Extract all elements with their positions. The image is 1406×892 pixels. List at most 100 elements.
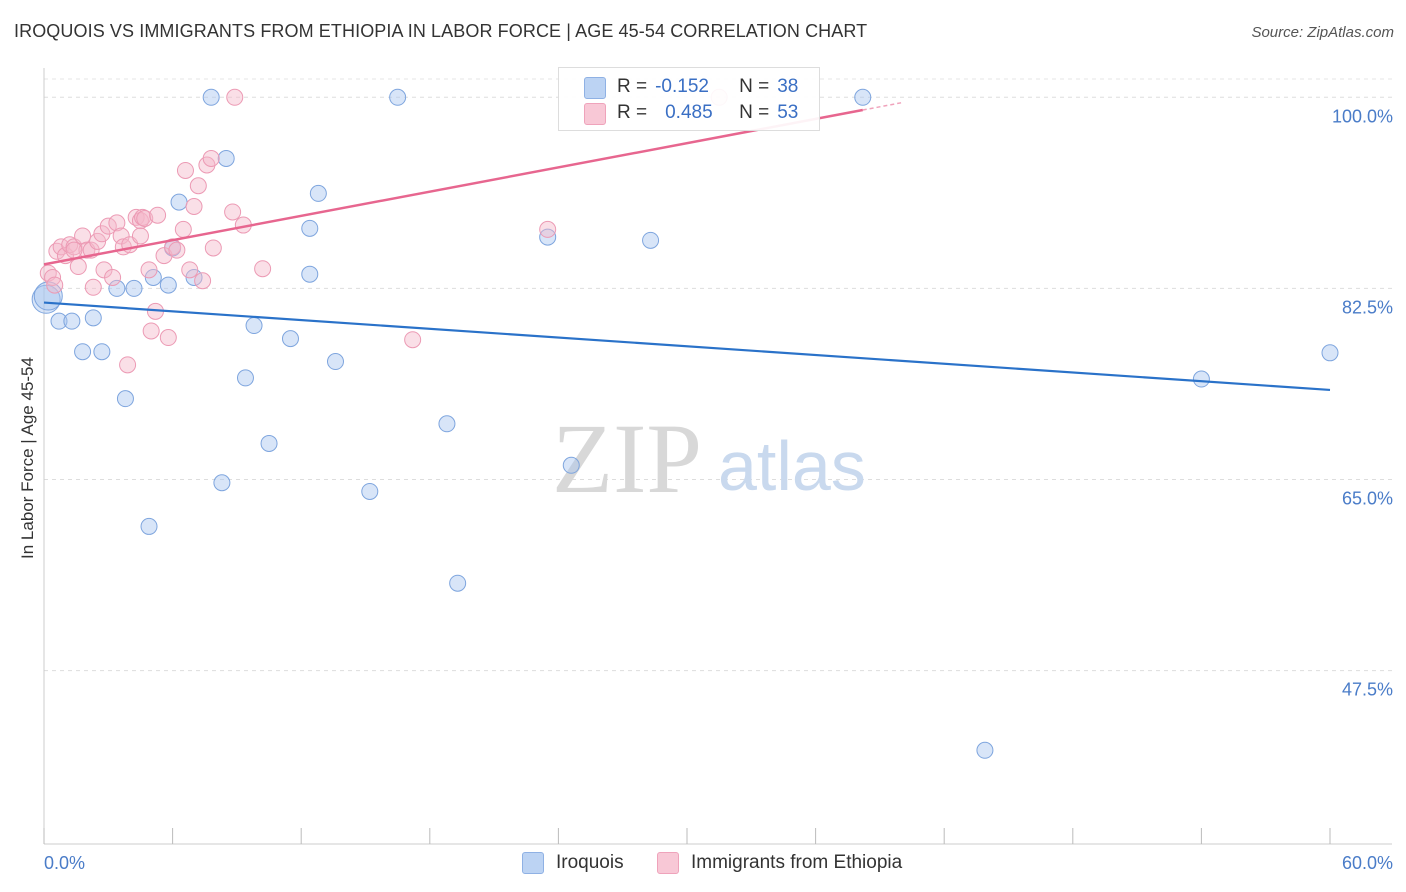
iroquois-point <box>309 184 327 202</box>
iroquois-point <box>562 456 580 474</box>
trend-lines <box>43 102 1331 392</box>
iroquois-point <box>449 574 467 592</box>
ethiopia-point <box>189 177 207 195</box>
ethiopia-point <box>226 88 244 106</box>
iroquois-point <box>361 482 379 500</box>
ethiopia-point <box>84 278 102 296</box>
iroquois-trend-line <box>43 301 1331 392</box>
iroquois-point <box>213 474 231 492</box>
ethiopia-point <box>185 197 203 215</box>
ethiopia-point <box>224 203 242 221</box>
legend-n-label: N = <box>739 102 770 123</box>
y-tick-label: 82.5% <box>1342 297 1393 317</box>
ethiopia-point <box>181 261 199 279</box>
legend-row-iroquois: R = -0.152 N = 38 <box>584 74 799 100</box>
ethiopia-point <box>202 149 220 167</box>
iroquois-point <box>854 88 872 106</box>
watermark-zip: ZIP <box>552 403 702 514</box>
iroquois-point <box>1192 370 1210 388</box>
iroquois-point <box>245 317 263 335</box>
iroquois-point <box>108 279 126 297</box>
ethiopia-point <box>204 239 222 257</box>
iroquois-point <box>260 434 278 452</box>
data-points <box>31 88 1339 759</box>
y-tick-label: 47.5% <box>1342 680 1393 700</box>
ethiopia-point <box>140 261 158 279</box>
ethiopia-trend-extension <box>862 102 902 111</box>
watermark-atlas: atlas <box>718 427 866 505</box>
ethiopia-point <box>159 329 177 347</box>
ethiopia-point <box>99 217 117 235</box>
stats-legend: R = -0.152 N = 38 R = 0.485 N = 53 <box>558 67 820 131</box>
iroquois-point <box>976 741 994 759</box>
ethiopia-point <box>108 214 126 232</box>
y-tick-label: 65.0% <box>1342 488 1393 508</box>
iroquois-point <box>84 309 102 327</box>
ethiopia-point <box>142 322 160 340</box>
x-tick-label: 60.0% <box>1342 853 1393 873</box>
iroquois-point <box>202 88 220 106</box>
ethiopia-point <box>149 206 167 224</box>
iroquois-point <box>140 517 158 535</box>
iroquois-point <box>301 265 319 283</box>
iroquois-point <box>170 193 188 211</box>
legend-r-value: 0.485 <box>665 102 713 123</box>
iroquois-point <box>125 279 143 297</box>
iroquois-point <box>159 276 177 294</box>
iroquois-point <box>236 369 254 387</box>
ethiopia-point <box>119 356 137 374</box>
ethiopia-point <box>539 220 557 238</box>
y-tick-label: 100.0% <box>1332 106 1393 126</box>
legend-r-label: R = <box>617 102 648 123</box>
ethiopia-point <box>131 227 149 245</box>
legend-row-ethiopia: R = 0.485 N = 53 <box>584 100 799 126</box>
ethiopia-point <box>65 241 83 259</box>
legend-item-iroquois: Iroquois <box>522 852 624 874</box>
chart-title: IROQUOIS VS IMMIGRANTS FROM ETHIOPIA IN … <box>14 21 868 41</box>
series-legend: Iroquois Immigrants from Ethiopia <box>0 852 1406 878</box>
iroquois-point <box>438 415 456 433</box>
legend-swatch-ethiopia <box>584 103 606 125</box>
legend-r-value: -0.152 <box>655 76 709 97</box>
legend-swatch-iroquois <box>522 852 544 874</box>
ethiopia-trend-line <box>43 108 863 266</box>
iroquois-point <box>301 219 319 237</box>
source-label: Source: ZipAtlas.com <box>1251 24 1394 41</box>
ethiopia-point <box>176 161 194 179</box>
iroquois-point <box>1321 344 1339 362</box>
tick-labels: 100.0% 82.5% 65.0% 47.5% 0.0% 60.0% <box>44 106 1393 873</box>
ethiopia-point <box>74 227 92 245</box>
legend-swatch-iroquois <box>584 77 606 99</box>
ethiopia-point <box>168 241 186 259</box>
legend-item-ethiopia: Immigrants from Ethiopia <box>657 852 902 874</box>
legend-swatch-ethiopia <box>657 852 679 874</box>
ethiopia-point <box>155 247 173 265</box>
iroquois-point <box>217 149 235 167</box>
legend-r-label: R = <box>617 76 648 97</box>
ethiopia-point <box>46 276 64 294</box>
ethiopia-point <box>404 331 422 349</box>
ethiopia-point <box>174 220 192 238</box>
iroquois-point <box>93 343 111 361</box>
legend-n-value: 53 <box>777 102 799 123</box>
legend-label-ethiopia: Immigrants from Ethiopia <box>691 852 903 873</box>
legend-n-label: N = <box>739 76 770 97</box>
legend-label-iroquois: Iroquois <box>556 852 624 873</box>
ethiopia-point <box>104 268 122 286</box>
iroquois-point <box>642 231 660 249</box>
iroquois-point <box>281 330 299 348</box>
axes <box>43 68 1392 845</box>
legend-n-value: 38 <box>777 76 799 97</box>
ethiopia-point <box>254 260 272 278</box>
iroquois-point <box>116 390 134 408</box>
iroquois-point <box>389 88 407 106</box>
ethiopia-point <box>136 210 154 228</box>
iroquois-point <box>74 343 92 361</box>
x-tick-label: 0.0% <box>44 853 85 873</box>
ethiopia-point <box>69 258 87 276</box>
iroquois-point <box>326 353 344 371</box>
watermark: ZIP atlas <box>552 403 866 514</box>
ethiopia-point <box>112 227 130 245</box>
iroquois-point <box>63 312 81 330</box>
